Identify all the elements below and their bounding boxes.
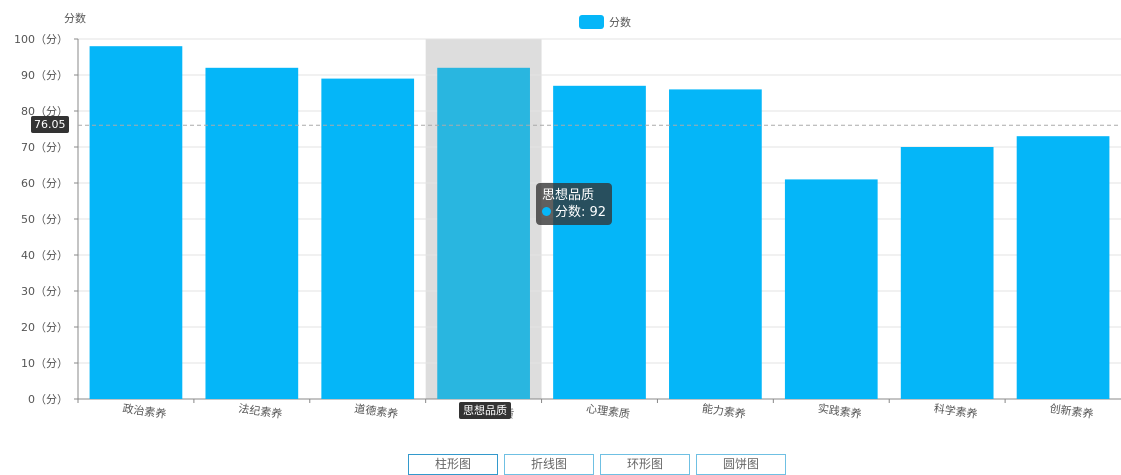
x-tick-label: 创新素养 xyxy=(1049,401,1095,421)
y-tick-label: 20（分） xyxy=(21,321,68,334)
y-tick-label: 70（分） xyxy=(21,141,68,154)
bar-思想品质 xyxy=(437,67,530,400)
y-axis-title: 分数 xyxy=(64,12,86,25)
y-tick-label: 30（分） xyxy=(21,285,68,298)
y-tick-label: 100（分） xyxy=(14,33,68,46)
bar-政治素养 xyxy=(89,46,183,399)
y-tick-label: 90（分） xyxy=(21,69,68,82)
bar-实践素养 xyxy=(784,179,878,399)
y-tick-label: 10（分） xyxy=(21,357,68,370)
axis-pointer-label: 思想品质 xyxy=(459,402,511,419)
series-marker-icon xyxy=(542,207,551,216)
bar-法纪素养 xyxy=(205,67,299,400)
x-tick-label: 心理素质 xyxy=(585,402,630,421)
bar-心理素质 xyxy=(553,85,646,400)
pie-chart-button[interactable]: 圆饼图 xyxy=(696,454,786,475)
x-tick-label: 实践素养 xyxy=(817,401,863,421)
bar-道德素养 xyxy=(321,78,415,399)
y-tick-label: 0（分） xyxy=(28,393,68,406)
x-tick-label: 道德素养 xyxy=(354,401,400,421)
y-tick-label: 40（分） xyxy=(21,249,68,262)
tooltip-value: 分数: 92 xyxy=(555,205,607,220)
y-tick-label: 80（分） xyxy=(21,105,68,118)
average-line-label: 76.05 xyxy=(31,116,69,133)
tooltip-row: 分数: 92 xyxy=(542,204,606,221)
y-tick-label: 60（分） xyxy=(21,177,68,190)
chart-tooltip: 思想品质 分数: 92 xyxy=(536,183,613,225)
y-tick-label: 50（分） xyxy=(21,213,68,226)
x-tick-label: 科学素养 xyxy=(933,401,979,421)
chart-canvas: 0（分） 10（分） 20（分） 30（分） 40（分） 50（分） 60（分） 70（分） 8… xyxy=(14,12,1121,421)
x-tick-label: 法纪素养 xyxy=(238,401,284,421)
legend-swatch xyxy=(579,15,604,29)
line-chart-button[interactable]: 折线图 xyxy=(504,454,594,475)
ring-chart-button[interactable]: 环形图 xyxy=(600,454,690,475)
bar-chart-button[interactable]: 柱形图 xyxy=(408,454,498,475)
x-tick-label: 能力素养 xyxy=(701,401,747,421)
tooltip-title: 思想品质 xyxy=(542,188,595,203)
bar-能力素养 xyxy=(669,89,762,400)
x-tick-label: 政治素养 xyxy=(122,401,168,421)
chart-type-switcher: 柱形图 折线图 环形图 圆饼图 xyxy=(408,454,786,475)
legend-label: 分数 xyxy=(609,16,631,29)
bar-创新素养 xyxy=(1016,136,1110,399)
bar-科学素养 xyxy=(900,147,994,399)
